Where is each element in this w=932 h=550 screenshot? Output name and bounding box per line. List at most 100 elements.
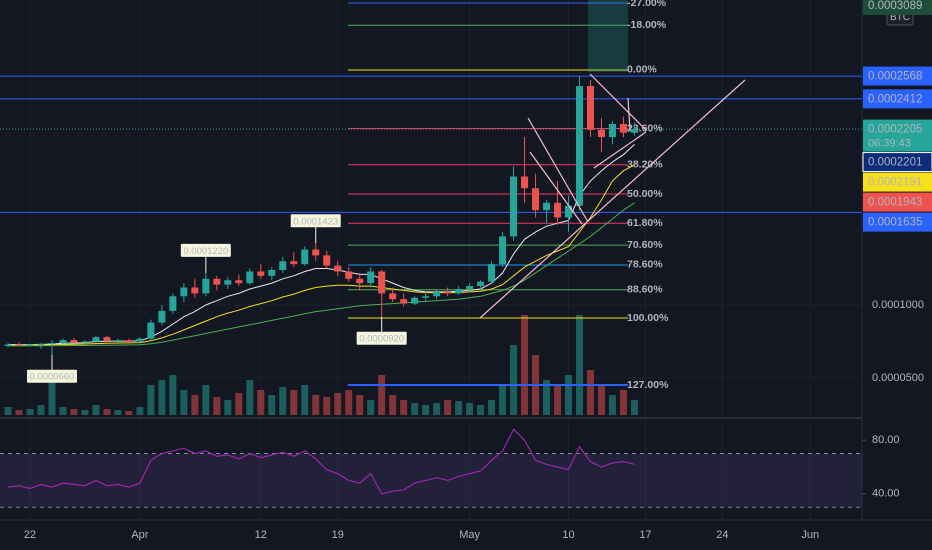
- trend-line: [529, 151, 583, 225]
- rsi-band: [0, 453, 862, 508]
- candle-body: [290, 261, 298, 265]
- candle-body: [213, 278, 221, 285]
- price-label: 0.0002568: [868, 71, 922, 83]
- candle-body: [4, 344, 12, 346]
- y-tick-label: 0.0001000: [872, 299, 924, 311]
- rsi-pane: [0, 428, 866, 508]
- grid: [0, 0, 862, 520]
- volume-bar: [422, 405, 430, 415]
- candle-body: [411, 297, 419, 304]
- candle-body: [521, 176, 529, 189]
- volume-bar: [455, 401, 463, 415]
- candle-body: [630, 129, 638, 133]
- volume-bar: [59, 407, 67, 415]
- price-label: 0.0002201: [868, 157, 922, 169]
- volume-bar: [191, 395, 199, 415]
- candle-body: [619, 123, 627, 133]
- price-label-box: [863, 119, 932, 152]
- volume-bar: [224, 400, 232, 415]
- volume-bar: [576, 315, 583, 415]
- candle-body: [202, 278, 210, 294]
- annotation-box: [290, 214, 341, 228]
- price-label: 0.0001943: [868, 197, 922, 209]
- annotation-label: 0.0001423: [293, 216, 338, 227]
- volume-bar: [433, 403, 441, 415]
- moving-average: [7, 144, 635, 346]
- trend-line: [527, 117, 589, 223]
- candle-body: [15, 344, 23, 346]
- volume-bar: [488, 400, 496, 415]
- price-label-box: [863, 192, 932, 212]
- volume-bar: [477, 405, 485, 415]
- volume-bar: [323, 397, 331, 415]
- x-tick-label: Jun: [801, 529, 819, 541]
- volume-bar: [565, 375, 573, 415]
- annotation-label: 0.0001220: [183, 246, 228, 257]
- price-labels: 0.0003089 0.0002568 0.0002412 0.000220506:3…: [862, 0, 932, 232]
- volume-bar: [180, 390, 188, 415]
- volume-bar: [586, 370, 594, 415]
- y-tick-label: 0.0000500: [872, 372, 924, 384]
- fib-label: -18.00%: [627, 19, 667, 31]
- candle-body: [345, 271, 353, 279]
- price-label-box: [863, 0, 932, 15]
- candle-body: [235, 280, 243, 284]
- candle-body: [279, 261, 287, 270]
- annotation-label: 0.0000920: [359, 334, 404, 345]
- price-label-box: [863, 66, 932, 86]
- candle-body: [48, 343, 56, 345]
- candle-body: [455, 288, 463, 294]
- candle-body: [81, 341, 89, 343]
- volume-bar: [400, 400, 408, 415]
- volume-bar: [235, 393, 243, 415]
- candle-body: [378, 271, 386, 294]
- candle-body: [268, 269, 276, 276]
- candle-body: [158, 310, 166, 323]
- measure-box: [588, 0, 628, 72]
- x-tick-label: 10: [562, 529, 574, 541]
- candle-body: [59, 340, 67, 344]
- candle-body: [26, 344, 34, 346]
- volume-bar: [70, 409, 78, 415]
- trend-line: [479, 79, 746, 319]
- candle-body: [136, 338, 144, 342]
- x-tick-label: 12: [255, 529, 267, 541]
- candle-body: [389, 293, 397, 300]
- fib-label: 100.00%: [627, 312, 669, 324]
- annotation-box: [26, 369, 77, 383]
- volume-bar: [169, 375, 177, 415]
- fib-label: 70.60%: [627, 239, 663, 251]
- volume-bar: [26, 409, 34, 415]
- candle-body: [191, 287, 199, 294]
- fib-label: 88.60%: [627, 284, 663, 296]
- candle-body: [334, 265, 342, 272]
- volume-bar: [597, 385, 605, 415]
- y-tick-label: 80.00: [872, 434, 900, 446]
- candle-body: [147, 322, 155, 339]
- x-tick-label: May: [459, 529, 480, 541]
- volume-bar: [37, 405, 45, 415]
- candle-body: [103, 337, 111, 341]
- volume-bar: [48, 370, 56, 415]
- price-label: 0.0002205: [868, 124, 922, 136]
- volume-bar: [554, 385, 562, 415]
- fib-label: 127.00%: [627, 379, 669, 391]
- annotation-label: 0.0000660: [30, 372, 75, 383]
- rsi-line: [7, 428, 635, 495]
- candle-body: [444, 291, 452, 294]
- price-label-box: [863, 212, 932, 232]
- volume-bar: [147, 385, 155, 415]
- price-label: 0.0003089: [868, 0, 922, 12]
- trend-line: [627, 97, 631, 131]
- candle-body: [37, 343, 45, 345]
- annotation-box: [180, 243, 231, 257]
- candle-body: [488, 264, 496, 282]
- volume-bar: [630, 400, 638, 415]
- candle-body: [246, 271, 254, 284]
- volume-bar: [15, 410, 23, 415]
- volume-bar: [608, 395, 616, 415]
- volume-bar: [114, 410, 122, 415]
- candle-body: [367, 271, 375, 284]
- volume-bar: [499, 385, 507, 415]
